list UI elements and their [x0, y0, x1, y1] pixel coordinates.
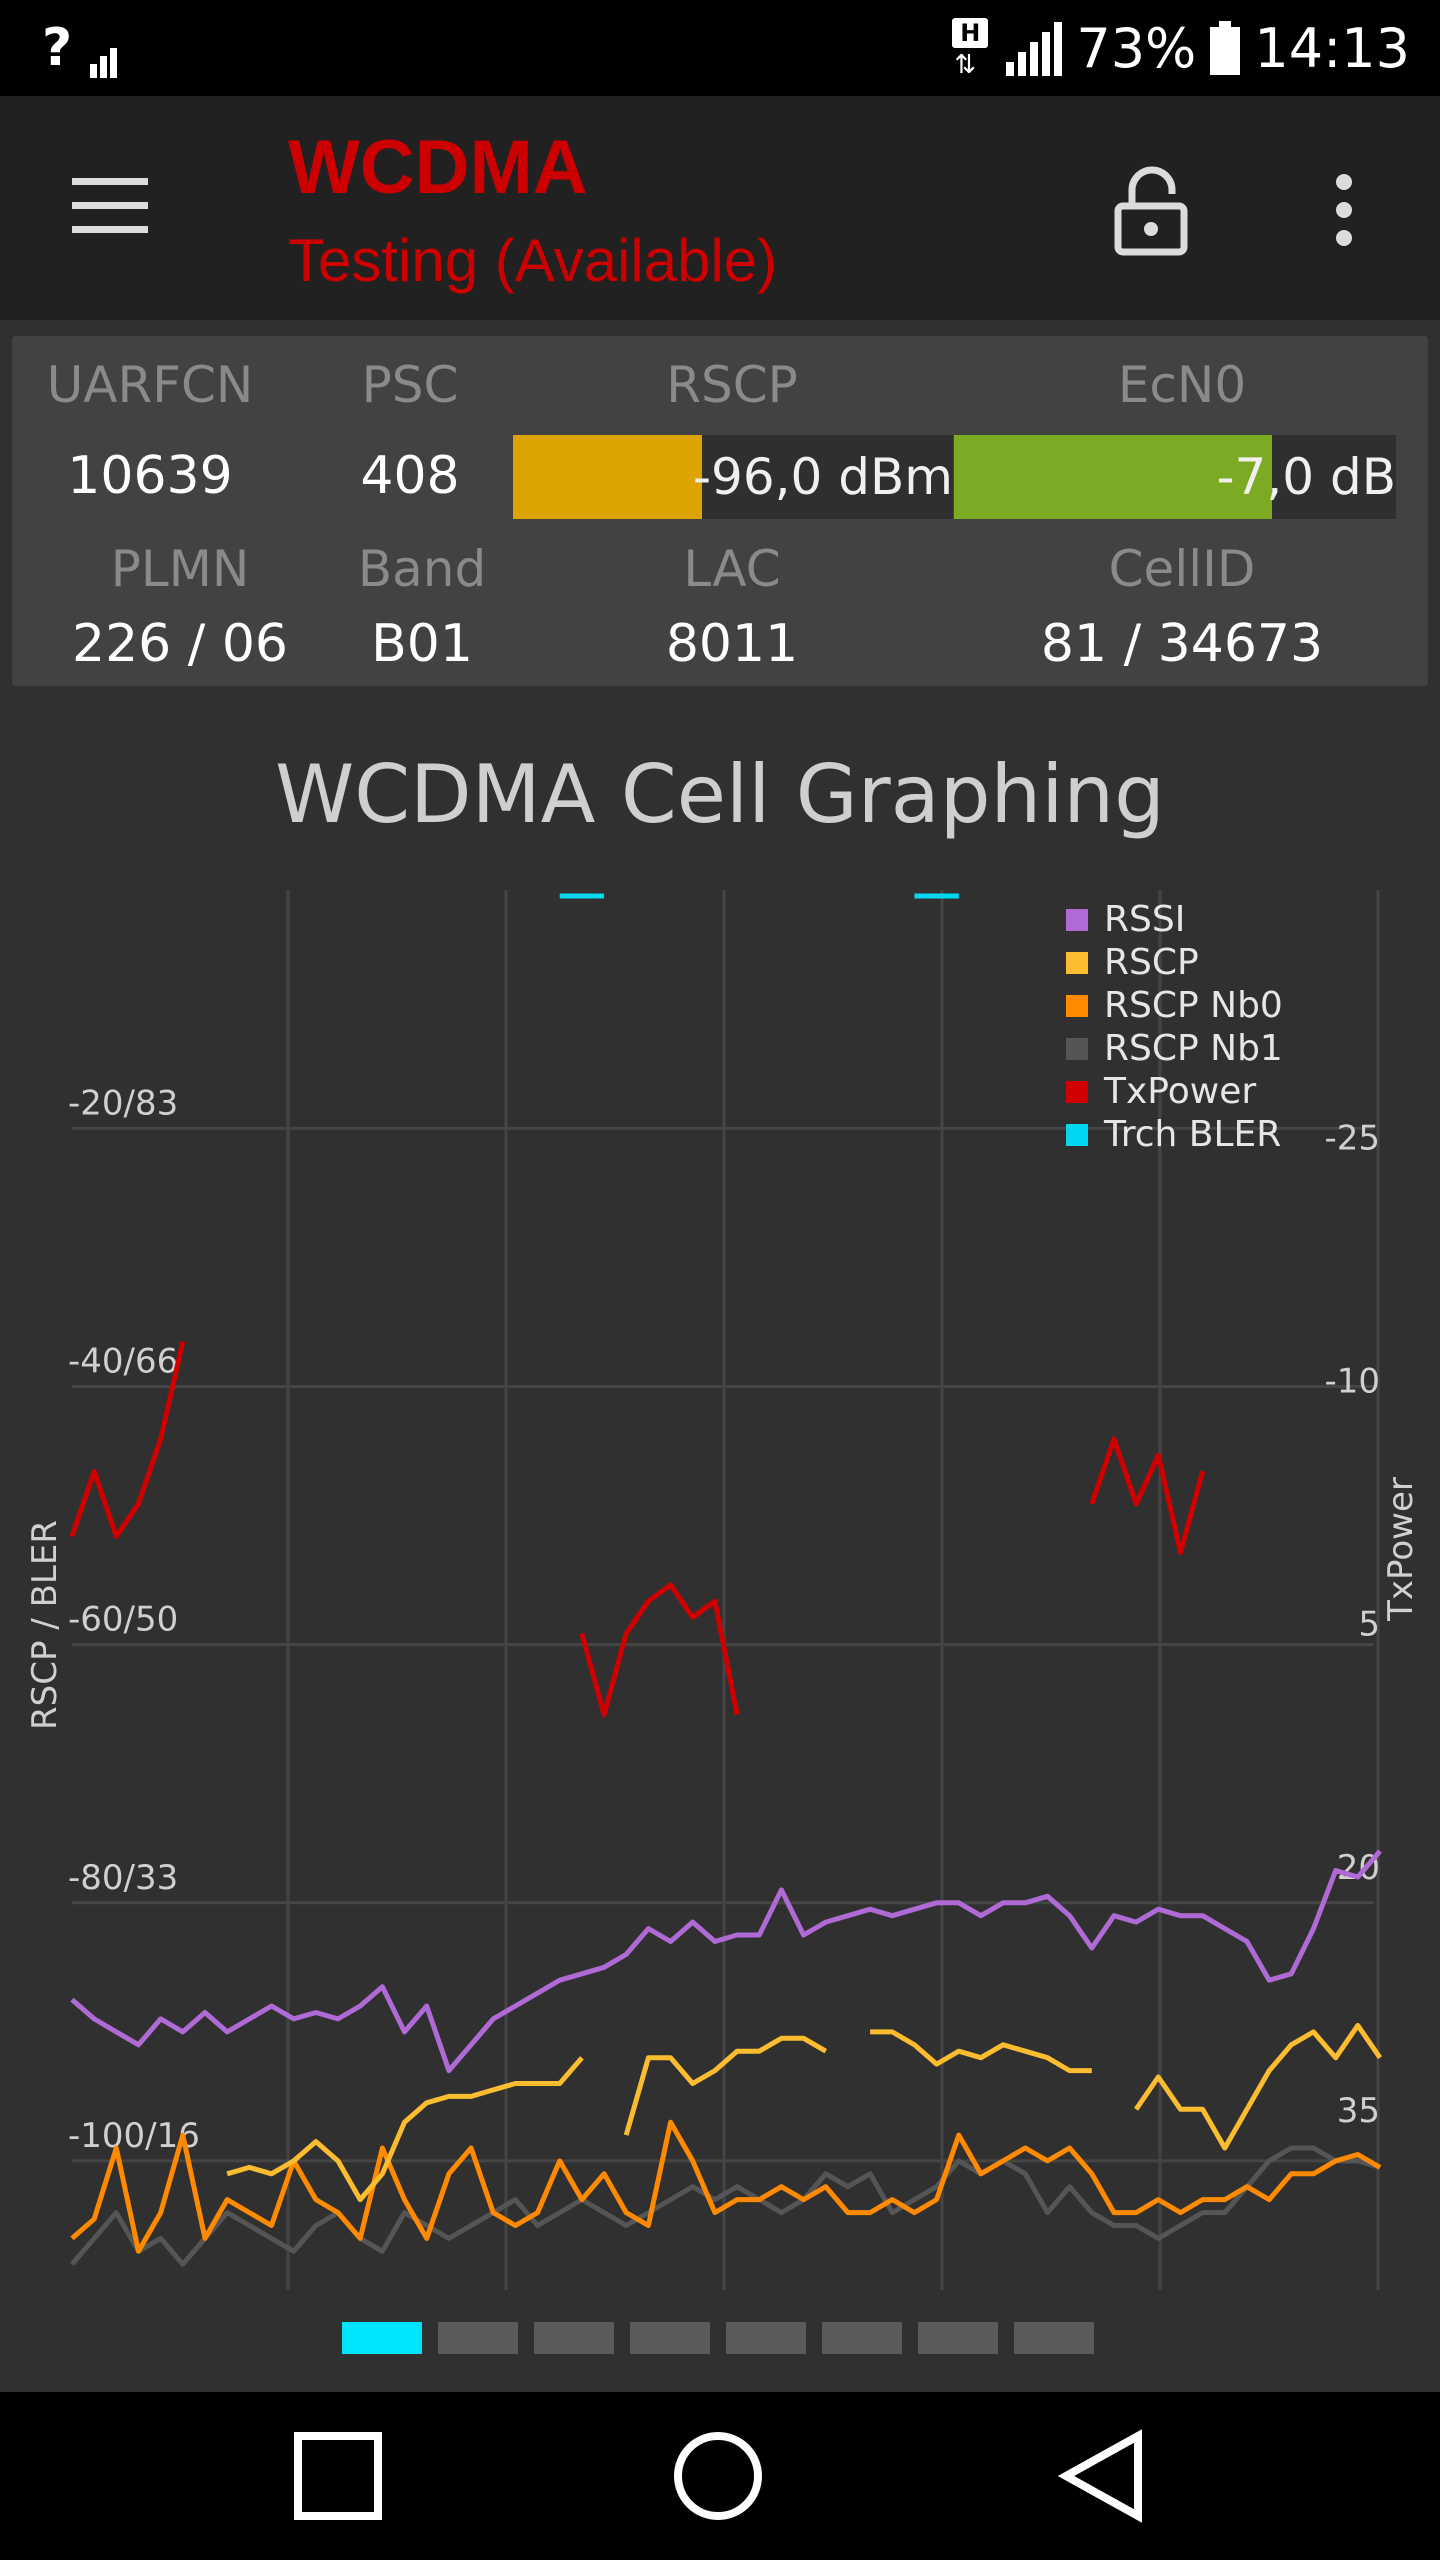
page-dot[interactable]	[1014, 2322, 1094, 2354]
legend-label: RSSI	[1104, 899, 1186, 940]
cell-signal-icon	[1006, 22, 1063, 76]
legend-item: RSCP	[1066, 941, 1283, 984]
left-tick-label: -80/33	[68, 1858, 178, 1898]
legend-swatch	[1066, 1123, 1088, 1146]
series-txpower-line	[579, 1582, 740, 1718]
chart-series	[69, 893, 1383, 2267]
lac-value: 8011	[665, 614, 799, 674]
clock: 14:13	[1254, 16, 1410, 80]
series-rscp-line	[226, 2056, 584, 2203]
series-txpower-line	[1089, 1436, 1206, 1555]
left-tick-label: -20/83	[68, 1083, 178, 1123]
series-rscp-line	[1134, 2022, 1383, 2151]
chart-title: WCDMA Cell Graphing	[275, 748, 1165, 841]
hamburger-icon[interactable]	[72, 178, 150, 234]
left-axis-label: RSCP / BLER	[25, 1520, 65, 1730]
legend-label: RSCP Nb1	[1104, 1028, 1283, 1069]
unlock-icon[interactable]	[1112, 166, 1192, 256]
cell-info-panel: UARFCN PSC RSCP EcN0 10639 408 -96,0 dBm…	[12, 336, 1428, 686]
ecn0-label: EcN0	[1117, 356, 1247, 414]
rscp-meter: -96,0 dBm	[513, 435, 953, 519]
legend-item: Trch BLER	[1066, 1113, 1283, 1156]
band-value: B01	[371, 614, 473, 674]
right-axis-label: TxPower	[1381, 1477, 1421, 1622]
right-tick-label: -25	[1324, 1118, 1380, 1158]
legend-label: TxPower	[1104, 1071, 1257, 1112]
rscp-label: RSCP	[666, 356, 798, 414]
series-rscp-line	[870, 2029, 1092, 2074]
legend-item: RSCP Nb1	[1066, 1027, 1283, 1070]
legend-item: RSSI	[1066, 898, 1283, 941]
page-dot[interactable]	[438, 2322, 518, 2354]
ecn0-meter-fill	[954, 435, 1273, 519]
rscp-meter-fill	[513, 435, 703, 519]
legend-label: RSCP	[1104, 942, 1199, 983]
page-dot[interactable]	[630, 2322, 710, 2354]
left-tick-label: -60/50	[68, 1600, 178, 1640]
legend-swatch	[1066, 951, 1088, 974]
chart-legend: RSSI RSCP RSCP Nb0 RSCP Nb1 TxPower Trch BLER	[1066, 898, 1283, 1156]
cellid-label: CellID	[1108, 540, 1256, 598]
legend-swatch	[1066, 1080, 1088, 1103]
series-rssi-line	[70, 1849, 1382, 2074]
right-tick-label: 20	[1337, 1848, 1380, 1888]
legend-label: RSCP Nb0	[1104, 985, 1283, 1026]
page-dot[interactable]	[918, 2322, 998, 2354]
series-rscp-nb1-line	[70, 2145, 1381, 2267]
wcdma-line-chart: -20/83-40/66-60/50-80/33-100/16-25-10520…	[25, 890, 1421, 2290]
chart-ticks: -20/83-40/66-60/50-80/33-100/16-25-10520…	[68, 1083, 1380, 2156]
series-rscp-nb0-line	[70, 2119, 1382, 2254]
plmn-value: 226 / 06	[72, 614, 288, 674]
signal-unknown-icon: ?	[42, 18, 124, 78]
app-subtitle: Testing (Available)	[288, 227, 778, 294]
signal-question-mark: ?	[42, 18, 73, 78]
more-vert-icon[interactable]	[1324, 174, 1364, 250]
page-dot[interactable]	[534, 2322, 614, 2354]
navigation-bar	[0, 2392, 1440, 2560]
legend-item: TxPower	[1066, 1070, 1283, 1113]
page-dot[interactable]	[822, 2322, 902, 2354]
left-tick-label: -40/66	[68, 1341, 178, 1381]
circle-icon[interactable]	[668, 2426, 768, 2526]
right-tick-label: 5	[1358, 1605, 1380, 1645]
psc-value: 408	[360, 446, 460, 506]
legend-item: RSCP Nb0	[1066, 984, 1283, 1027]
page-indicator	[342, 2322, 1094, 2354]
ecn0-meter: -7,0 dB	[954, 435, 1396, 519]
series-rscp-line	[623, 2035, 828, 2136]
legend-swatch	[1066, 908, 1088, 931]
triangle-back-icon[interactable]	[1052, 2426, 1152, 2526]
battery-icon	[1210, 21, 1241, 75]
series-txpower-line	[69, 1341, 186, 1539]
ecn0-value: -7,0 dB	[1216, 448, 1397, 506]
weak-signal-bars-icon	[90, 48, 118, 78]
right-tick-label: -10	[1324, 1362, 1380, 1402]
band-label: Band	[357, 540, 487, 598]
square-icon[interactable]	[288, 2426, 388, 2526]
hspa-data-icon: H ⇅	[948, 18, 992, 80]
uarfcn-value: 10639	[67, 446, 233, 506]
legend-swatch	[1066, 994, 1088, 1017]
page-dot[interactable]	[342, 2322, 422, 2354]
page-dot[interactable]	[726, 2322, 806, 2354]
app-title: WCDMA	[288, 125, 588, 210]
battery-percent: 73%	[1076, 16, 1197, 80]
rscp-value: -96,0 dBm	[692, 448, 953, 506]
plmn-label: PLMN	[110, 540, 250, 598]
legend-label: Trch BLER	[1104, 1114, 1282, 1155]
legend-swatch	[1066, 1037, 1088, 1060]
cellid-value: 81 / 34673	[1040, 614, 1324, 674]
right-tick-label: 35	[1337, 2091, 1380, 2131]
uarfcn-label: UARFCN	[46, 356, 254, 414]
psc-label: PSC	[361, 356, 459, 414]
lac-label: LAC	[683, 540, 781, 598]
app-bar: WCDMA Testing (Available)	[0, 96, 1440, 320]
status-bar: ? H ⇅ 73% 14:13	[0, 0, 1440, 96]
